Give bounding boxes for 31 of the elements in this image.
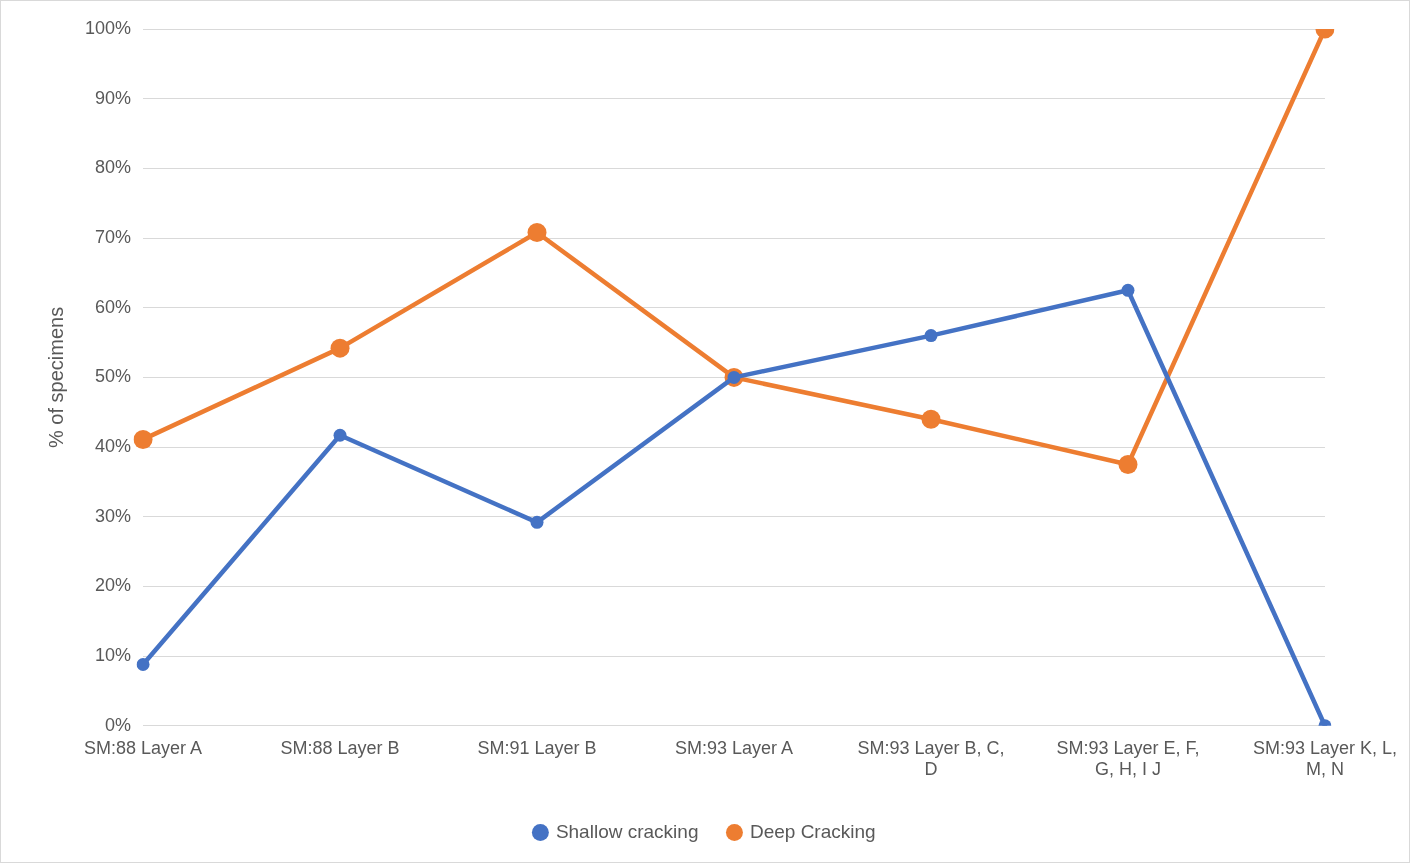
y-tick-label: 10% bbox=[95, 645, 132, 666]
y-tick-label: 50% bbox=[95, 366, 132, 387]
x-tick-label: SM:93 Layer B, C, D bbox=[857, 737, 1005, 780]
point bbox=[1121, 283, 1135, 297]
y-tick-label: 60% bbox=[95, 296, 132, 317]
x-tick-label: SM:91 Layer B bbox=[477, 737, 597, 758]
x-tick-label: SM:88 Layer A bbox=[84, 737, 203, 758]
y-tick-label: 80% bbox=[95, 157, 132, 178]
point bbox=[133, 429, 153, 449]
x-tick-label: SM:93 Layer K, L, M, N bbox=[1252, 737, 1397, 780]
y-axis-title: % of specimens bbox=[44, 306, 67, 448]
x-tick-label: SM:93 Layer E, F, G, H, I J bbox=[1056, 737, 1200, 780]
y-tick-label: 70% bbox=[95, 227, 132, 248]
y-tick-label: 30% bbox=[95, 505, 132, 526]
y-tick-label: 20% bbox=[95, 575, 132, 596]
y-tick-label: 90% bbox=[95, 87, 132, 108]
point bbox=[136, 657, 150, 671]
y-tick-label: 0% bbox=[105, 714, 132, 735]
legend-label: Shallow cracking bbox=[555, 820, 699, 842]
point bbox=[527, 222, 547, 242]
point bbox=[530, 515, 544, 529]
point bbox=[333, 428, 347, 442]
point bbox=[1118, 455, 1138, 474]
point bbox=[330, 338, 350, 358]
point bbox=[924, 329, 938, 343]
legend-label: Deep Cracking bbox=[749, 820, 876, 842]
point bbox=[921, 409, 941, 429]
y-tick-label: 100% bbox=[84, 17, 132, 38]
y-tick-label: 40% bbox=[95, 436, 132, 457]
x-tick-label: SM:93 Layer A bbox=[674, 737, 794, 758]
x-tick-label: SM:88 Layer B bbox=[280, 737, 400, 758]
